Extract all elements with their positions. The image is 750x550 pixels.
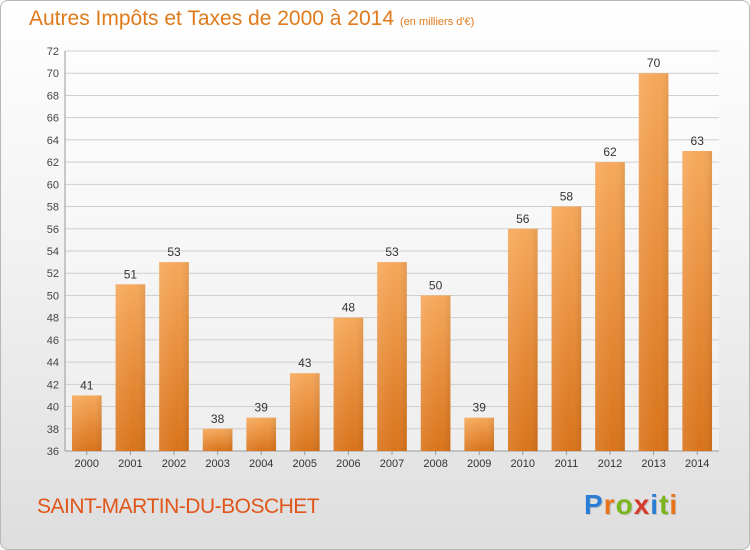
x-tick-label: 2008 xyxy=(423,458,447,470)
logo-letter: i xyxy=(650,489,660,520)
bar-shade-2006 xyxy=(333,317,364,451)
data-label-2004: 39 xyxy=(255,401,269,415)
y-tick-label: 42 xyxy=(47,379,59,391)
bar-shade-2002 xyxy=(159,262,189,451)
logo-letter: x xyxy=(633,489,651,520)
bars xyxy=(71,73,713,451)
y-tick-label: 46 xyxy=(47,335,59,347)
place-name: SAINT-MARTIN-DU-BOSCHET xyxy=(37,495,320,518)
y-tick-label: 48 xyxy=(47,313,59,325)
y-tick-label: 68 xyxy=(47,90,59,102)
x-tick-label: 2002 xyxy=(162,458,186,470)
x-tick-label: 2003 xyxy=(205,458,229,470)
y-tick-label: 62 xyxy=(47,157,59,169)
y-tick-label: 60 xyxy=(47,179,59,191)
x-tick-label: 2014 xyxy=(685,458,709,470)
data-label-2014: 63 xyxy=(691,134,705,148)
y-tick-label: 56 xyxy=(47,224,59,236)
chart-subtitle: (en milliers d'€) xyxy=(400,16,475,28)
bar-shade-2004 xyxy=(246,417,277,451)
data-label-2002: 53 xyxy=(167,245,181,259)
y-tick-label: 72 xyxy=(47,46,59,58)
data-label-2001: 51 xyxy=(124,267,138,281)
y-tick-label: 40 xyxy=(47,402,59,414)
logo-letter: P xyxy=(584,489,604,520)
data-label-2005: 43 xyxy=(298,356,312,370)
y-tick-label: 66 xyxy=(47,113,59,125)
bar-shade-2007 xyxy=(377,262,407,451)
data-label-2006: 48 xyxy=(342,301,356,315)
x-tick-label: 2011 xyxy=(555,458,579,470)
x-tick-label: 2009 xyxy=(467,458,491,470)
bar-shade-2010 xyxy=(507,228,538,451)
proxiti-logo: Proxiti xyxy=(584,489,678,521)
bar-shade-2008 xyxy=(420,295,451,451)
y-tick-label: 70 xyxy=(47,68,59,80)
bar-shade-2000 xyxy=(71,395,102,451)
data-label-2010: 56 xyxy=(516,212,530,226)
y-tick-label: 52 xyxy=(47,268,59,280)
title-block: Autres Impôts et Taxes de 2000 à 2014 (en… xyxy=(29,7,474,31)
bar-shade-2003 xyxy=(202,428,233,451)
bar-shade-2001 xyxy=(115,284,146,451)
y-tick-label: 50 xyxy=(47,290,59,302)
data-label-2003: 38 xyxy=(211,412,225,426)
data-label-2008: 50 xyxy=(429,278,443,292)
data-label-2009: 39 xyxy=(473,401,487,415)
data-label-2012: 62 xyxy=(603,145,617,159)
x-tick-label: 2007 xyxy=(380,458,404,470)
bar-shade-2011 xyxy=(551,206,582,451)
logo-letter: t xyxy=(659,489,670,520)
bar-shade-2012 xyxy=(595,162,625,451)
bar-shade-2014 xyxy=(682,151,713,451)
y-tick-label: 36 xyxy=(47,446,59,458)
y-tick-label: 44 xyxy=(47,357,59,369)
data-labels: 41 51 53 38 39 43 48 53 50 39 56 58 62 70 63 xyxy=(80,56,704,426)
x-tick-label: 2013 xyxy=(641,458,665,470)
logo-letter: o xyxy=(615,489,634,520)
logo-letter: i xyxy=(669,489,679,520)
data-label-2007: 53 xyxy=(385,245,399,259)
y-tick-label: 54 xyxy=(47,246,59,258)
x-tick-label: 2006 xyxy=(336,458,360,470)
x-axis: 2000 2001 2002 2003 2004 2005 2006 2007 2008 2009… xyxy=(75,451,709,470)
y-tick-label: 58 xyxy=(47,202,59,214)
data-label-2011: 58 xyxy=(560,190,574,204)
y-tick-label: 38 xyxy=(47,424,59,436)
y-tick-label: 64 xyxy=(47,135,59,147)
x-tick-label: 2004 xyxy=(249,458,273,470)
logo-letter: r xyxy=(603,489,616,520)
x-tick-label: 2005 xyxy=(293,458,317,470)
x-tick-label: 2001 xyxy=(118,458,142,470)
data-label-2000: 41 xyxy=(80,378,94,392)
bar-shade-2009 xyxy=(464,417,495,451)
x-tick-label: 2000 xyxy=(75,458,99,470)
chart-title: Autres Impôts et Taxes de 2000 à 2014 xyxy=(29,7,395,30)
bar-shade-2005 xyxy=(289,373,320,451)
data-label-2013: 70 xyxy=(647,56,661,70)
x-tick-label: 2012 xyxy=(598,458,622,470)
x-tick-label: 2010 xyxy=(511,458,535,470)
bar-shade-2013 xyxy=(638,73,669,451)
